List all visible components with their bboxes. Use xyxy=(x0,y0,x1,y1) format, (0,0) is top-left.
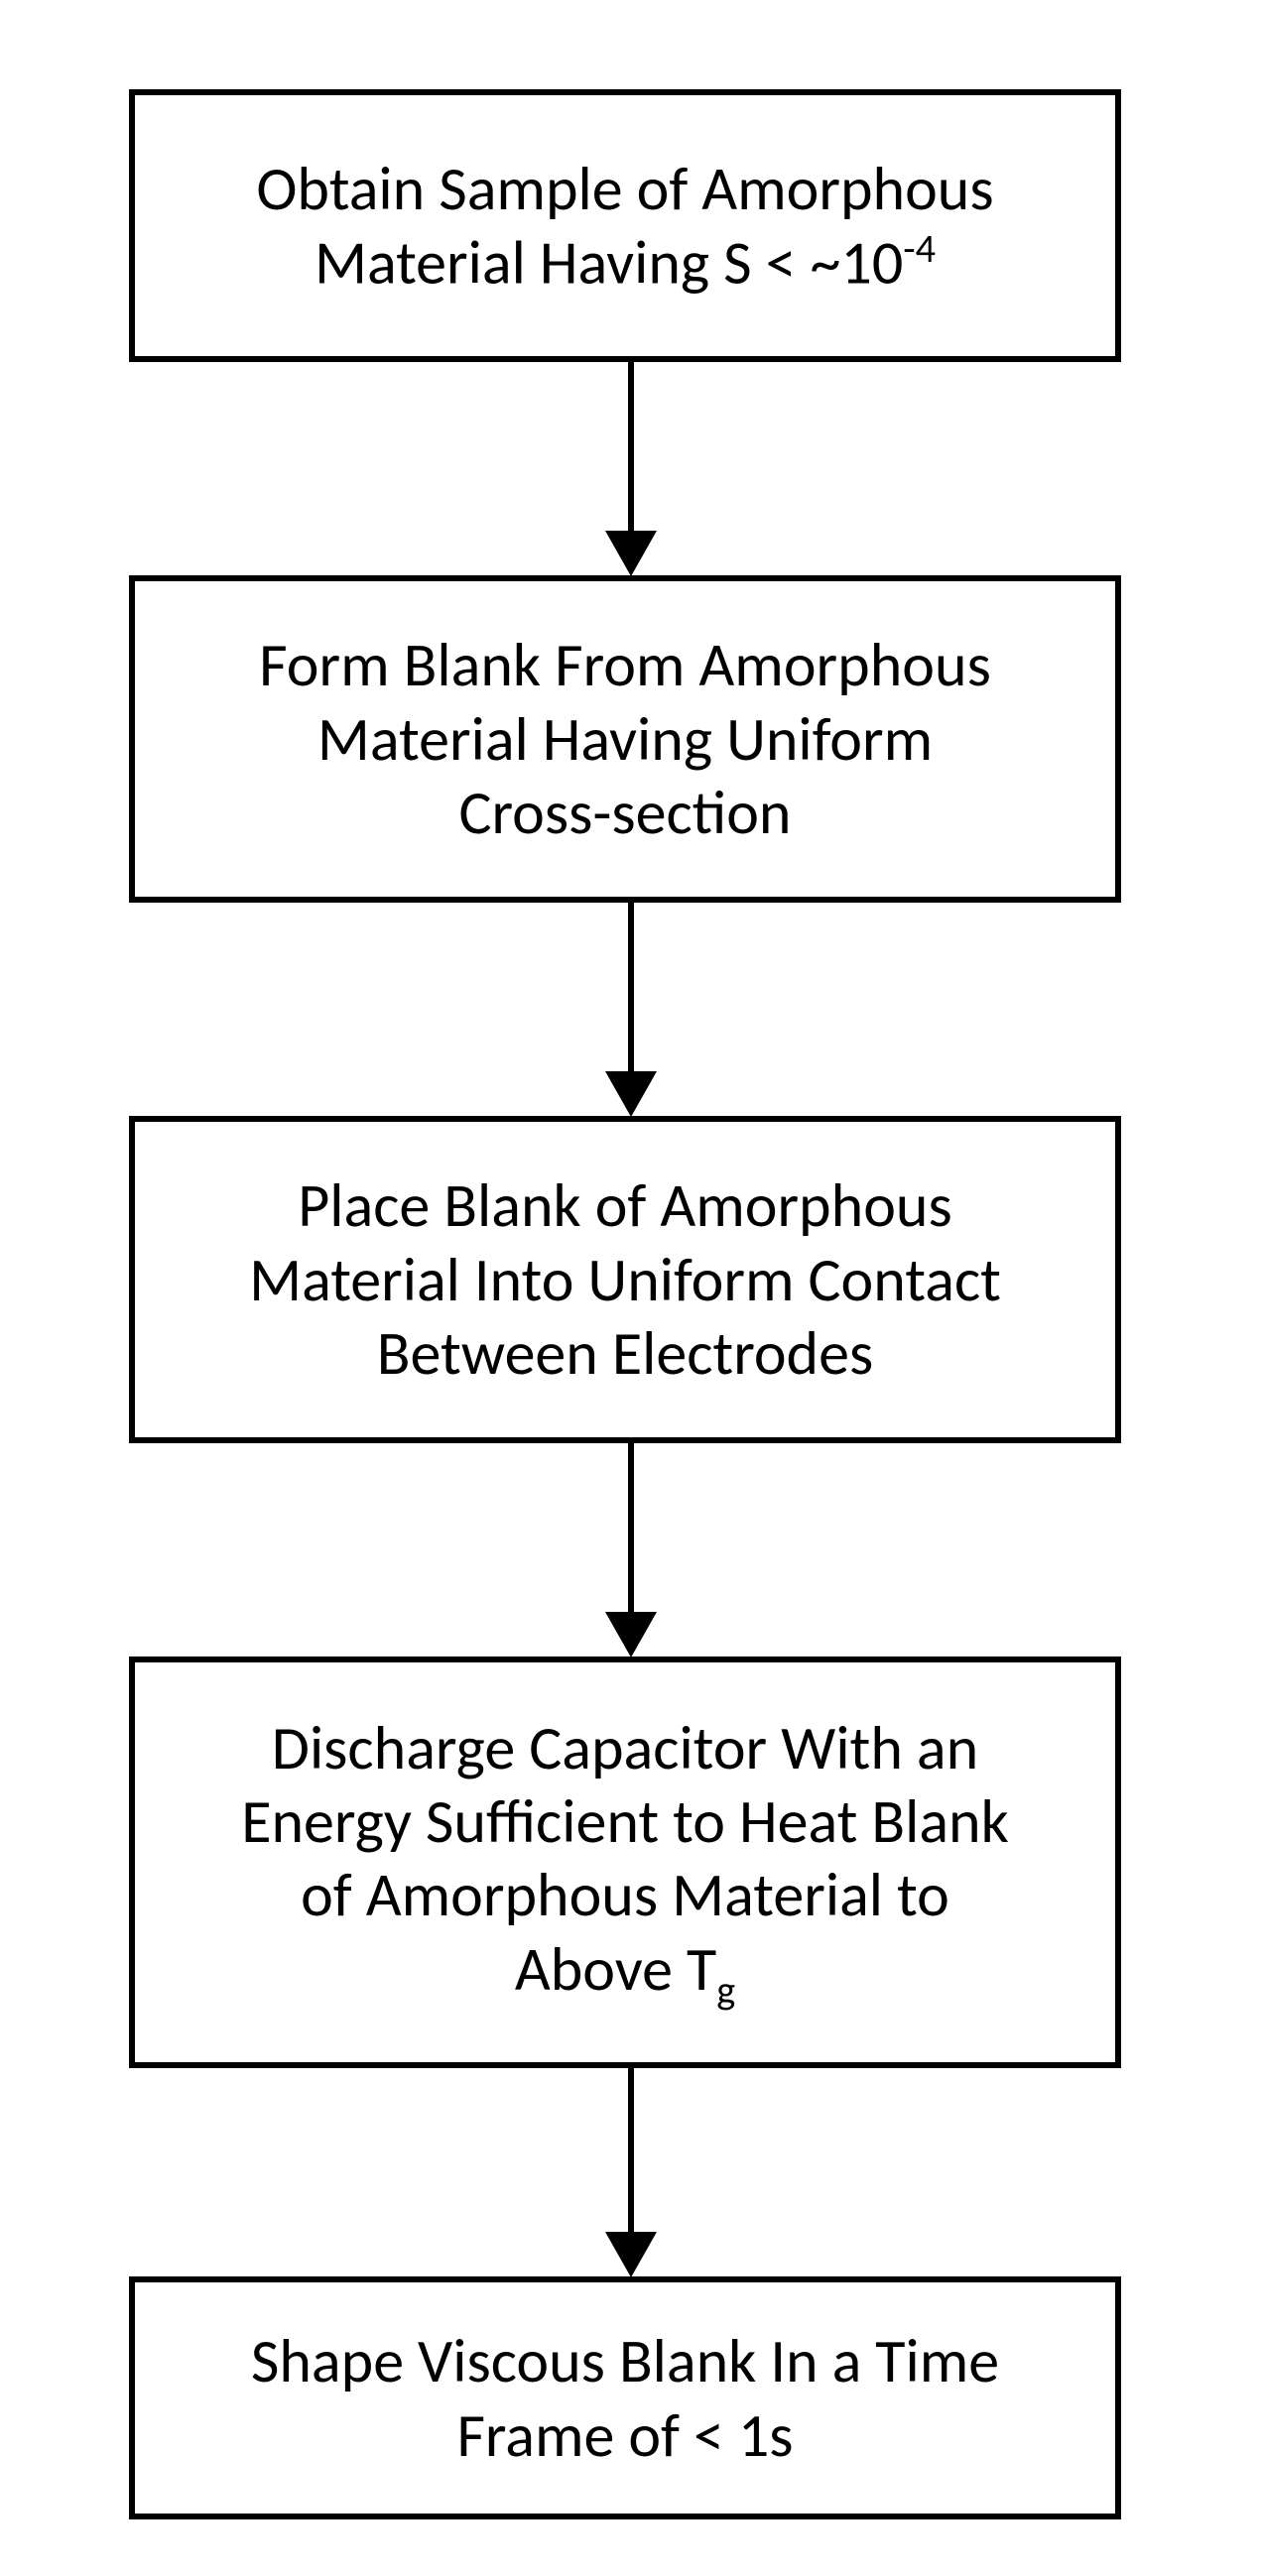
step5-line1: Shape Viscous Blank In a Time xyxy=(251,2324,999,2397)
step2-line1: Form Blank From Amorphous xyxy=(259,628,991,701)
arrow-head-icon xyxy=(605,531,657,576)
step3-line3: Between Electrodes xyxy=(377,1316,873,1390)
step3-line1: Place Blank of Amorphous xyxy=(298,1168,951,1242)
step4-subscript: g xyxy=(716,1965,735,2014)
step4-line3: of Amorphous Material to xyxy=(301,1858,949,1931)
flowchart-arrow-3 xyxy=(601,1443,661,1656)
flowchart-step-1: Obtain Sample of Amorphous Material Havi… xyxy=(129,89,1121,362)
arrow-head-icon xyxy=(605,1071,657,1117)
step4-line4: Above Tg xyxy=(515,1932,735,2015)
flowchart-step-5: Shape Viscous Blank In a Time Frame of <… xyxy=(129,2276,1121,2519)
flowchart-arrow-4 xyxy=(601,2068,661,2276)
arrow-shaft xyxy=(628,2068,634,2237)
arrow-head-icon xyxy=(605,1612,657,1657)
flowchart-step-4: Discharge Capacitor With an Energy Suffi… xyxy=(129,1656,1121,2068)
step5-line2: Frame of < 1s xyxy=(456,2398,793,2472)
step2-line3: Cross-section xyxy=(459,776,792,849)
flowchart-canvas: Obtain Sample of Amorphous Material Havi… xyxy=(0,0,1261,2576)
arrow-shaft xyxy=(628,362,634,536)
flowchart-arrow-2 xyxy=(601,903,661,1116)
arrow-shaft xyxy=(628,903,634,1076)
step1-line2-prefix: Material Having S < ~10 xyxy=(315,225,903,301)
flowchart-arrow-1 xyxy=(601,362,661,575)
step4-line1: Discharge Capacitor With an xyxy=(272,1711,978,1784)
step4-line4-prefix: Above T xyxy=(515,1931,716,2007)
step4-line2: Energy Sufficient to Heat Blank xyxy=(241,1784,1009,1858)
arrow-head-icon xyxy=(605,2232,657,2277)
arrow-shaft xyxy=(628,1443,634,1617)
flowchart-step-3: Place Blank of Amorphous Material Into U… xyxy=(129,1116,1121,1443)
step1-exponent: -4 xyxy=(903,224,936,273)
step1-line2: Material Having S < ~10-4 xyxy=(315,225,936,300)
step2-line2: Material Having Uniform xyxy=(317,702,933,776)
flowchart-step-2: Form Blank From Amorphous Material Havin… xyxy=(129,575,1121,903)
step1-line1: Obtain Sample of Amorphous xyxy=(256,152,993,225)
step3-line2: Material Into Uniform Contact xyxy=(249,1243,1001,1316)
